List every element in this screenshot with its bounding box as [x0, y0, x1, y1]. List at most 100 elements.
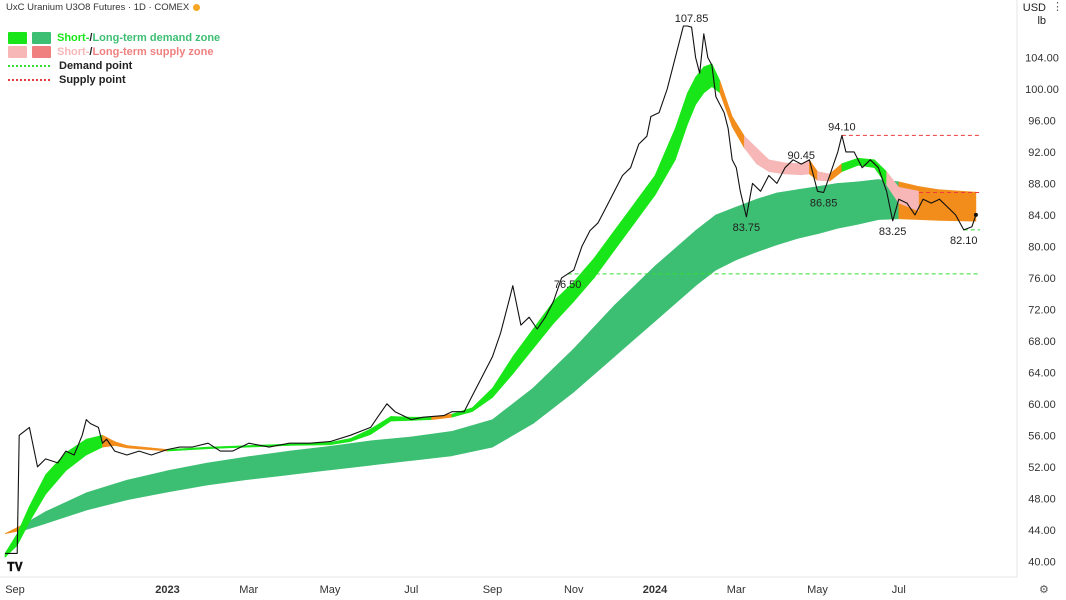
short-term-zone-segment — [593, 229, 615, 279]
y-tick-label: 104.00 — [1025, 52, 1059, 64]
legend-demand-long: Long-term demand zone — [92, 32, 221, 44]
short-term-zone-segment — [167, 446, 209, 452]
x-axis: Sep 2023 Mar May Jul Sep Nov 2024 Mar May Jul — [0, 576, 1017, 596]
legend: Short- / Long-term demand zone Short- / … — [8, 31, 220, 87]
y-axis: 40.00 44.00 48.00 52.00 56.00 60.00 64.00 68.00… — [1016, 0, 1059, 577]
y-tick-label: 40.00 — [1028, 556, 1056, 568]
long-term-zone-segment — [451, 419, 493, 457]
long-term-zone-segment — [167, 462, 209, 493]
long-term-zone-segment — [207, 456, 250, 486]
price-line — [5, 25, 977, 554]
y-tick-label: 88.00 — [1028, 178, 1056, 190]
short-term-zone-segment — [492, 355, 514, 399]
price-annotation: 76.50 — [554, 279, 582, 291]
chart-header: UxC Uranium U3O8 Futures · 1D · COMEX — [6, 2, 201, 13]
short-term-zone-segment — [114, 441, 128, 449]
long-term-zone-segment — [289, 445, 331, 476]
annotations: 107.85 94.10 90.45 86.85 83.75 83.25 82.10 76.5… — [554, 13, 978, 291]
short-term-zone-segment — [829, 163, 843, 182]
legend-supply-short: Short- — [57, 46, 90, 58]
legend-demand-point-label: Demand point — [59, 60, 133, 72]
short-term-zone-segment — [45, 451, 67, 496]
long-term-zone-segment — [492, 387, 534, 448]
long-term-zone-segment — [370, 436, 412, 466]
long-term-zone-segment — [86, 479, 128, 511]
price-annotation: 83.75 — [733, 222, 761, 234]
demand-point-swatch — [8, 65, 50, 67]
short-term-zone-segment — [512, 328, 534, 375]
long-term-zone-segment — [837, 181, 859, 229]
short-term-zone-segment — [370, 415, 392, 436]
currency-unit[interactable]: USD — [1022, 2, 1046, 14]
supply-point-swatch — [8, 79, 50, 81]
short-term-zone-segment — [614, 202, 636, 252]
x-tick-label: Sep — [483, 584, 503, 596]
long-term-zone-segment — [532, 347, 575, 425]
short-term-zone-segment — [841, 157, 859, 173]
long-term-zone-segment — [248, 450, 290, 480]
short-term-zone-segment — [939, 193, 956, 220]
short-term-zone-segment — [654, 128, 676, 197]
y-tick-label: 68.00 — [1028, 336, 1056, 348]
y-tick-label: 60.00 — [1028, 399, 1056, 411]
legend-demand-slash: / — [89, 32, 93, 44]
short-term-zone-segment — [744, 135, 757, 165]
level-lines — [567, 134, 980, 275]
legend-demand-point: Demand point — [8, 59, 220, 73]
settings-gear-icon[interactable]: ⚙ — [1039, 584, 1049, 596]
long-term-zone-segment — [715, 206, 737, 271]
y-tick-label: 80.00 — [1028, 241, 1056, 253]
long-term-zone-segment — [410, 431, 453, 461]
price-annotation: 83.25 — [879, 226, 907, 238]
y-tick-label: 92.00 — [1028, 147, 1056, 159]
symbol-title: UxC Uranium U3O8 Futures · 1D · COMEX — [6, 2, 190, 13]
x-tick-label: Jul — [404, 584, 418, 596]
long-supply-swatch — [32, 46, 51, 58]
y-tick-label: 44.00 — [1028, 525, 1056, 537]
long-term-zone-segment — [695, 214, 717, 287]
price-annotation: 107.85 — [675, 13, 709, 25]
y-tick-label: 48.00 — [1028, 493, 1056, 505]
short-term-zone-segment — [126, 445, 168, 452]
y-tick-label: 76.00 — [1028, 273, 1056, 285]
price-annotation: 86.85 — [810, 197, 838, 209]
long-term-zone-segment — [654, 229, 696, 322]
short-term-zone-segment — [687, 76, 696, 125]
short-term-zone-segment — [471, 387, 493, 413]
price-annotation: 82.10 — [950, 235, 978, 247]
short-term-zone-segment — [731, 115, 745, 150]
short-term-zone-segment — [86, 434, 103, 456]
long-term-zone-segment — [796, 186, 818, 239]
long-term-zone-segment — [126, 470, 168, 501]
x-tick-label: 2023 — [155, 584, 179, 596]
unit-menu-dots-icon[interactable]: ⋮ — [1052, 1, 1063, 13]
short-term-zone-segment — [857, 157, 875, 169]
legend-supply-long: Long-term supply zone — [92, 46, 214, 58]
short-supply-swatch — [8, 46, 27, 58]
price-annotation: 94.10 — [828, 121, 856, 133]
price-line-group — [5, 25, 978, 554]
x-tick-label: Sep — [5, 584, 25, 596]
y-tick-label: 72.00 — [1028, 304, 1056, 316]
zone-bands — [4, 63, 977, 559]
y-tick-label: 56.00 — [1028, 430, 1056, 442]
short-term-zone-segment — [390, 416, 412, 422]
x-tick-label: Jul — [892, 584, 906, 596]
x-tick-label: May — [807, 584, 828, 596]
short-term-zone-segment — [16, 506, 30, 546]
long-term-zone-segment — [776, 189, 798, 246]
y-tick-label: 100.00 — [1025, 84, 1059, 96]
legend-supply-point-label: Supply point — [59, 74, 126, 86]
x-tick-label: May — [320, 584, 341, 596]
weight-unit[interactable]: lb — [1037, 15, 1046, 27]
status-dot-icon — [193, 3, 201, 11]
y-tick-label: 64.00 — [1028, 367, 1056, 379]
x-tick-label: Mar — [727, 584, 746, 596]
x-tick-label: Nov — [564, 584, 584, 596]
legend-supply-zone: Short- / Long-term supply zone — [8, 45, 220, 59]
tradingview-logo-icon[interactable]: 𝐓𝐕 — [7, 560, 23, 574]
y-tick-label: 96.00 — [1028, 115, 1056, 127]
short-demand-swatch — [8, 32, 27, 44]
long-term-zone-segment — [857, 179, 879, 225]
